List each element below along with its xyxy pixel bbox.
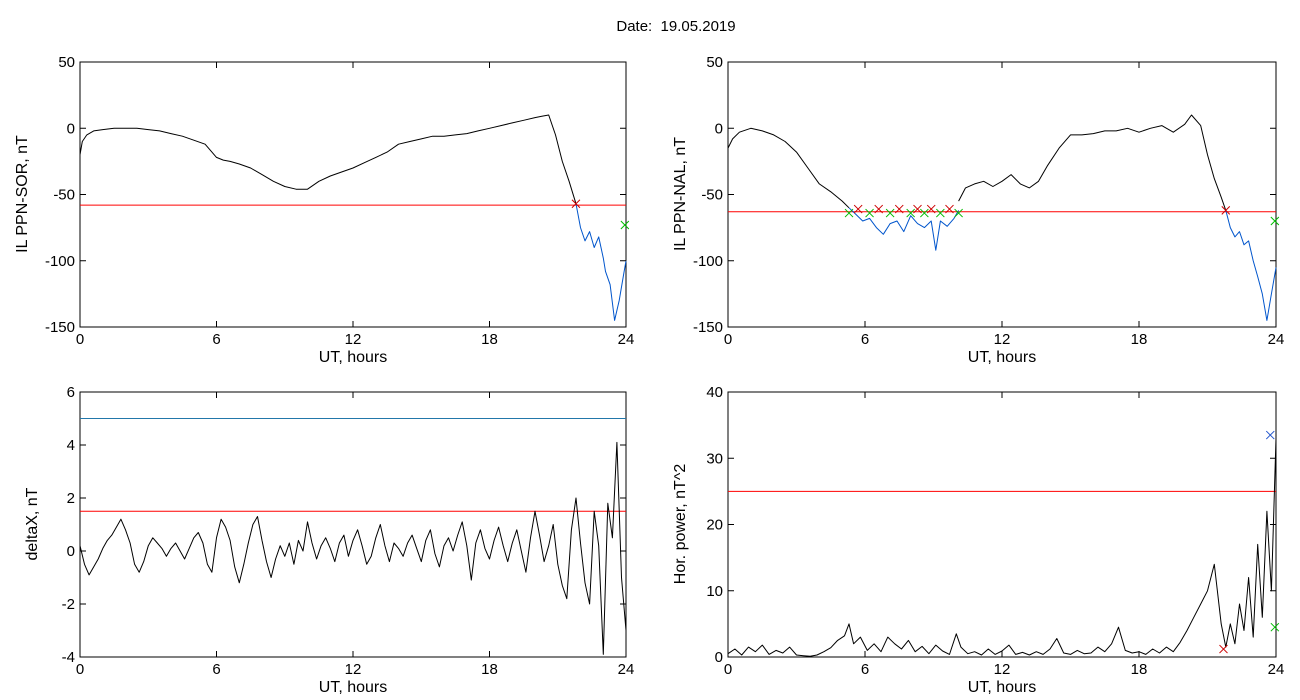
panel-nal: UT, hours IL PPN-NAL, nT 0 6 12 18 24 -150 -10… [672,54,1284,366]
x-tick-label-power-4: 24 [1268,661,1285,678]
x-tick-label-power-2: 12 [994,661,1011,678]
y-axis-title-power: Hor. power, nT^2 [672,464,689,585]
y-tick-label-deltax-0: -4 [62,649,75,666]
x-axis-title-deltax: UT, hours [319,679,387,696]
y-tick-label-deltax-3: 2 [67,490,75,507]
marker-nal-12 [954,208,963,218]
x-tick-label-deltax-4: 24 [618,661,635,678]
marker-power-0 [1219,644,1228,654]
y-tick-label-power-4: 40 [706,384,723,401]
x-tick-label-sor-1: 6 [212,331,220,348]
x-axis-title-power: UT, hours [968,679,1036,696]
x-tick-label-nal-1: 6 [861,331,869,348]
series-line-power-0 [727,438,1277,657]
x-tick-label-sor-3: 18 [481,331,498,348]
y-axis-title-sor: IL PPN-SOR, nT [14,135,31,253]
marker-nal-7 [913,204,922,214]
y-tick-label-power-0: 0 [715,649,723,666]
marker-nal-2 [865,208,874,218]
y-tick-label-power-3: 30 [706,450,723,467]
x-tick-label-deltax-2: 12 [345,661,362,678]
x-tick-label-deltax-3: 18 [481,661,498,678]
marker-nal-10 [935,208,945,218]
marker-nal-8 [920,208,929,218]
plot-frame-sor [79,61,627,328]
y-tick-label-sor-4: 50 [58,54,75,71]
series-line-nal-0 [727,127,850,209]
y-tick-label-sor-2: -50 [53,187,75,204]
marker-nal-4 [885,208,895,218]
y-tick-label-sor-0: -150 [45,319,75,336]
y-tick-label-deltax-4: 4 [67,437,75,454]
x-tick-label-deltax-1: 6 [212,661,220,678]
series-line-nal-3 [1225,210,1277,321]
y-tick-label-nal-4: 50 [706,54,723,71]
series-line-deltax-0 [79,441,627,655]
plot-frame-deltax [79,391,627,658]
x-tick-label-sor-2: 12 [345,331,362,348]
y-tick-label-sor-1: -100 [45,253,75,270]
marker-sor-1 [620,220,630,230]
series-line-sor-1 [575,203,627,321]
x-axis-title-nal: UT, hours [968,349,1036,366]
y-axis-title-nal: IL PPN-NAL, nT [672,137,689,251]
x-tick-label-power-3: 18 [1131,661,1148,678]
y-tick-label-deltax-2: 0 [67,543,75,560]
marker-nal-3 [874,204,884,214]
marker-power-1 [1265,430,1275,440]
x-tick-label-deltax-0: 0 [76,661,84,678]
y-tick-label-nal-0: -150 [693,319,723,336]
x-tick-label-nal-3: 18 [1131,331,1148,348]
x-tick-label-sor-4: 24 [618,331,635,348]
marker-nal-13 [1221,206,1231,215]
marker-nal-9 [926,204,936,214]
marker-sor-0 [571,199,581,209]
y-tick-label-nal-2: -50 [701,187,723,204]
series-line-nal-2 [958,114,1227,211]
marker-nal-11 [945,204,954,214]
x-tick-label-nal-0: 0 [724,331,732,348]
panel-power: UT, hours Hor. power, nT^2 0 6 12 18 24 0 10 20… [672,384,1284,696]
series-line-sor-0 [79,114,577,204]
marker-power-2 [1270,622,1280,632]
marker-nal-14 [1270,216,1280,226]
y-tick-label-sor-3: 0 [67,120,75,137]
panel-sor: UT, hours IL PPN-SOR, nT 0 6 12 18 24 -150 -10… [14,54,634,366]
x-tick-label-power-1: 6 [861,661,869,678]
plot-frame-nal [727,61,1277,328]
marker-nal-5 [894,204,904,214]
marker-nal-1 [853,204,863,214]
x-axis-title-sor: UT, hours [319,349,387,366]
x-tick-label-sor-0: 0 [76,331,84,348]
y-tick-label-nal-1: -100 [693,253,723,270]
date-title: Date: 19.05.2019 [616,18,736,35]
x-tick-label-nal-4: 24 [1268,331,1285,348]
series-line-nal-1 [848,207,960,251]
marker-nal-6 [906,208,916,218]
y-tick-label-nal-3: 0 [715,120,723,137]
x-tick-label-power-0: 0 [724,661,732,678]
x-tick-label-nal-2: 12 [994,331,1011,348]
y-tick-label-power-1: 10 [706,583,723,600]
marker-nal-0 [844,208,854,218]
y-tick-label-deltax-5: 6 [67,384,75,401]
y-tick-label-power-2: 20 [706,517,723,534]
y-axis-title-deltax: deltaX, nT [24,487,41,560]
y-tick-label-deltax-1: -2 [62,596,75,613]
